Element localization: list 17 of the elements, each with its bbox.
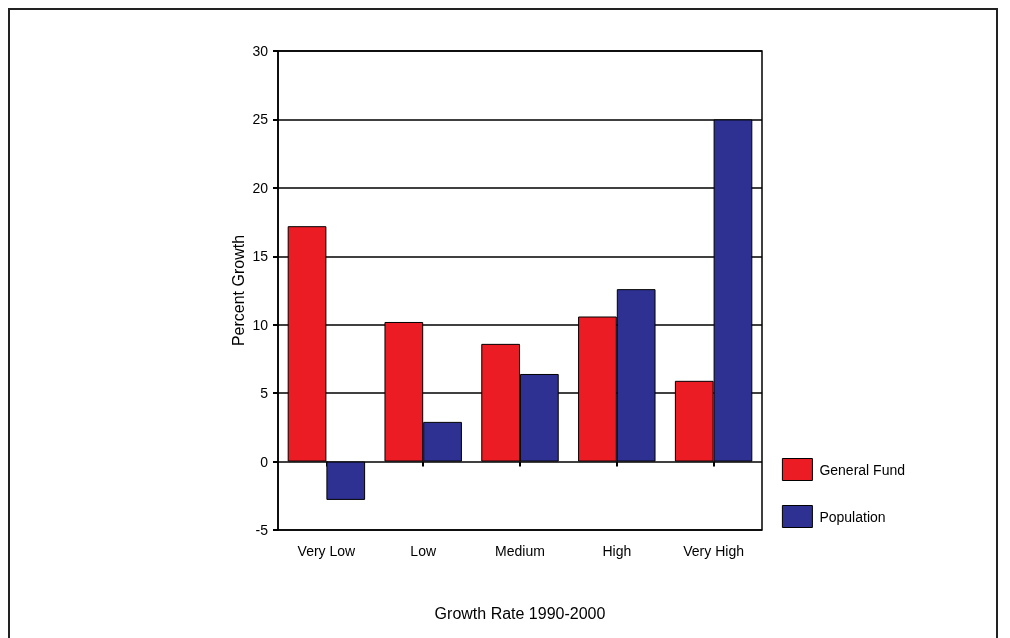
legend-label: General Fund [819,461,905,478]
y-tick-label: 15 [252,248,269,265]
legend-label: Population [819,508,886,525]
y-tick-label: -5 [255,522,269,538]
y-tick-label: 30 [252,43,269,59]
x-tick-label: Medium [495,543,545,559]
x-tick-label: Low [410,543,437,559]
y-tick-label: 25 [252,111,269,128]
x-tick-label: Very Low [297,543,357,559]
y-tick-label: 20 [252,179,269,196]
x-tick-label: High [602,543,632,559]
x-axis-title: Growth Rate 1990-2000 [434,604,606,622]
y-tick-label: 10 [252,316,269,333]
y-tick-label: 5 [260,385,269,402]
y-axis-title: Percent Growth [229,234,247,347]
y-tick-label: 0 [260,453,269,470]
x-tick-label: Very High [683,543,744,559]
